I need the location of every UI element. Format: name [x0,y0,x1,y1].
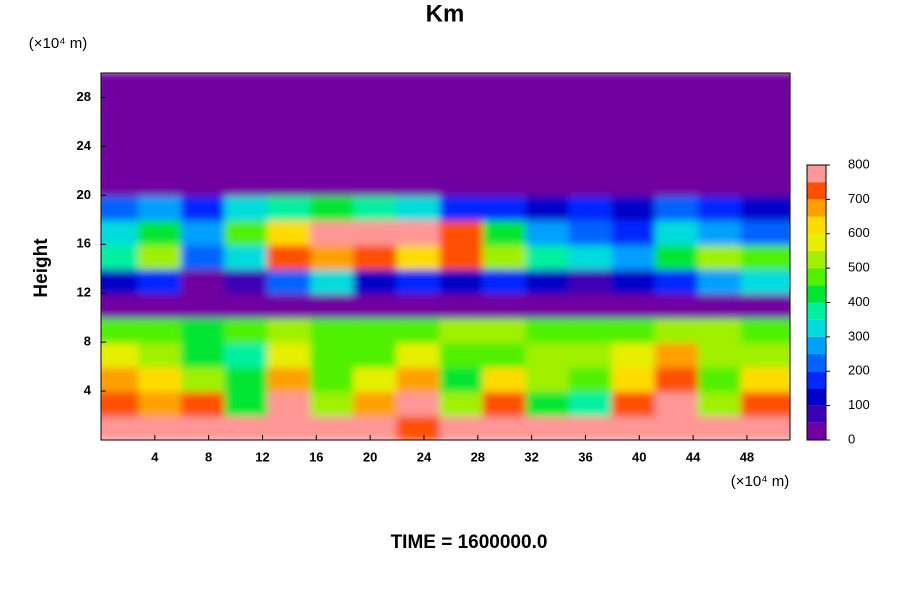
x-tick-label: 4 [151,449,159,464]
x-tick-label: 12 [255,449,269,464]
cell [740,243,790,270]
colorbar-box [807,422,826,440]
cell [740,194,790,221]
cell [740,218,790,246]
x-tick-label: 32 [524,449,538,464]
y-tick-label: 8 [84,334,91,349]
cell [740,414,790,440]
x-tick-label: 24 [417,449,432,464]
colorbar-box [807,250,826,269]
colorbar-box [807,285,826,303]
colorbar-tick-label: 600 [848,225,870,240]
colorbar-tick-label: 300 [848,328,870,343]
y-tick-label: 28 [77,89,91,104]
x-unit: (×10⁴ m) [731,473,790,490]
colorbar-box [807,336,826,355]
colorbar-box [807,182,826,200]
y-tick-label: 12 [77,285,91,300]
field [101,73,790,440]
colorbar-box [807,302,826,320]
colorbar-box [807,388,826,406]
y-axis-label: Height [31,238,52,298]
colorbar-tick-label: 0 [848,431,855,446]
cell [740,365,790,393]
y-unit: (×10⁴ m) [29,35,88,52]
colorbar-box [807,268,826,286]
colorbar-tick-label: 200 [848,363,870,378]
colorbar-tick-label: 500 [848,260,870,275]
cell [740,267,790,295]
colorbar-tick-label: 800 [848,156,870,171]
y-tick-label: 20 [77,187,91,202]
y-tick-label: 16 [77,236,91,251]
colorbar-tick-label: 400 [848,294,870,309]
chart-title: Km [426,0,465,27]
cell [740,292,790,319]
colorbar-box [807,165,826,183]
x-tick-label: 44 [686,449,701,464]
colorbar-box [807,405,826,423]
plot-frame [100,72,791,441]
y-tick-label: 4 [84,383,92,398]
x-tick-label: 36 [578,449,592,464]
colorbar-box [807,371,826,389]
x-tick-label: 16 [309,449,323,464]
x-tick-label: 20 [363,449,377,464]
x-tick-label: 48 [740,449,754,464]
colorbar-tick-label: 700 [848,191,870,206]
x-tick-label: 28 [471,449,485,464]
colorbar-tick-label: 100 [848,397,870,412]
footer: TIME = 1600000.0 [391,532,548,553]
x-tick-label: 40 [632,449,646,464]
x-tick-label: 8 [205,449,212,464]
colorbar-box [807,216,826,234]
colorbar-box [807,354,826,372]
colorbar-box [807,319,826,337]
cell [740,73,790,197]
y-tick-label: 24 [77,138,92,153]
colorbar-box [807,199,826,217]
cell [740,390,790,417]
cell [740,316,790,344]
cell [740,341,790,368]
colorbar-box [807,233,826,251]
cells [101,73,790,440]
